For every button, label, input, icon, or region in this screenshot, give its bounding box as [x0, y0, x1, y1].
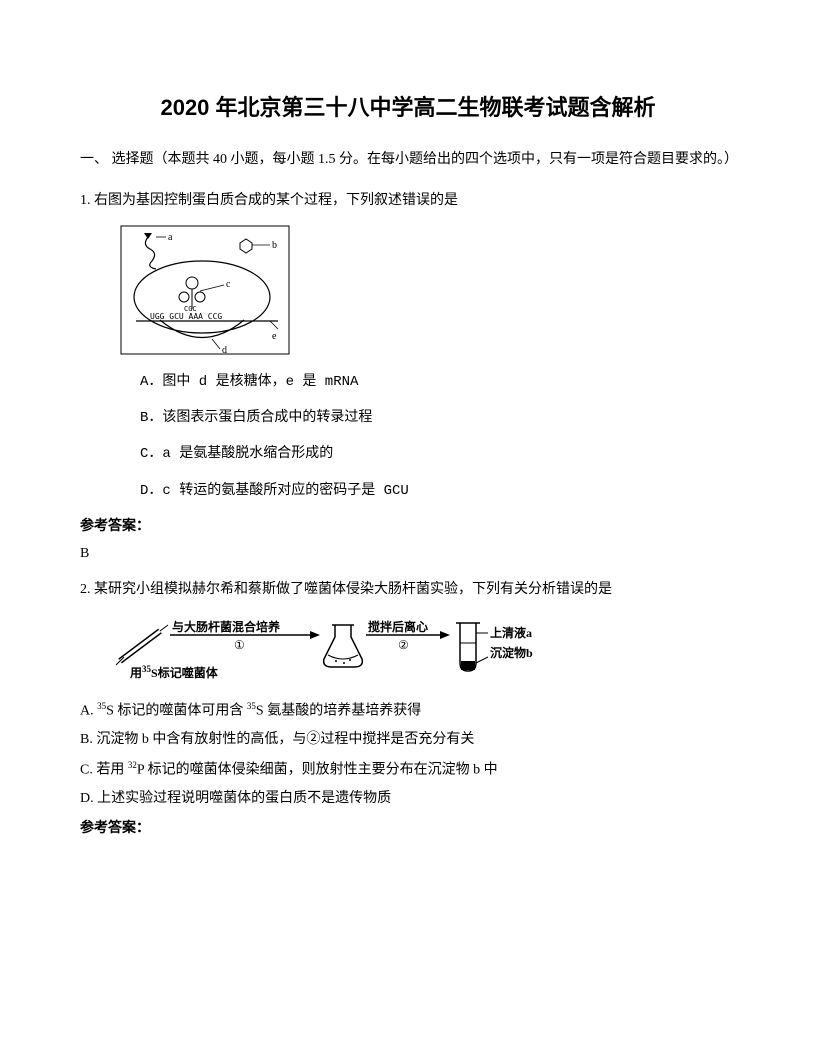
label-d: d: [222, 345, 227, 355]
q2-option-a: A. 35S 标记的噬菌体可用含 35S 氨基酸的培养基培养获得: [80, 699, 736, 723]
q1-text: 1. 右图为基因控制蛋白质合成的某个过程，下列叙述错误的是: [80, 190, 736, 212]
q2-fig-label-mid: 搅拌后离心: [368, 619, 428, 634]
label-a: a: [168, 232, 173, 243]
q2-fig-label-bottom: 用35S标记噬菌体: [129, 664, 219, 680]
svg-text:CGC: CGC: [184, 305, 197, 313]
codon-text: UGG GCU AAA CCG: [150, 312, 222, 321]
q2-option-b: B. 沉淀物 b 中含有放射性的高低，与②过程中搅拌是否充分有关: [80, 729, 736, 751]
q2-fig-label-r2: 沉淀物b: [490, 645, 533, 660]
question-2: 2. 某研究小组模拟赫尔希和蔡斯做了噬菌体侵染大肠杆菌实验，下列有关分析错误的是…: [80, 579, 736, 841]
page-title: 2020 年北京第三十八中学高二生物联考试题含解析: [80, 90, 736, 125]
q1-option-a: A．图中 d 是核糖体，e 是 mRNA: [140, 371, 736, 393]
section-1-header: 一、 选择题（本题共 40 小题，每小题 1.5 分。在每小题给出的四个选项中，…: [80, 149, 736, 170]
q2-fig-circ2: ②: [398, 638, 409, 652]
q2-fig-label-r1: 上清液a: [490, 625, 532, 640]
q1-figure: UGG GCU AAA CCG CGC a b c d e: [120, 225, 736, 355]
q2-fig-label-top: 与大肠杆菌混合培养: [172, 619, 280, 634]
q2-option-c: C. 若用 32P 标记的噬菌体侵染细菌，则放射性主要分布在沉淀物 b 中: [80, 758, 736, 782]
q2-option-d: D. 上述实验过程说明噬菌体的蛋白质不是遗传物质: [80, 788, 736, 810]
label-e: e: [272, 331, 277, 342]
q2-answer-label: 参考答案：: [80, 818, 736, 840]
q1-answer-label: 参考答案：: [80, 516, 736, 538]
q2-figure: 与大肠杆菌混合培养 ① 用35S标记噬菌体 搅拌后离心 ② 上清液a: [110, 613, 736, 683]
q2-text: 2. 某研究小组模拟赫尔希和蔡斯做了噬菌体侵染大肠杆菌实验，下列有关分析错误的是: [80, 579, 736, 601]
q1-option-b: B．该图表示蛋白质合成中的转录过程: [140, 407, 736, 429]
question-1: 1. 右图为基因控制蛋白质合成的某个过程，下列叙述错误的是 UGG GCU AA…: [80, 190, 736, 565]
q1-option-d: D．c 转运的氨基酸所对应的密码子是 GCU: [140, 480, 736, 502]
label-c: c: [226, 279, 231, 290]
q2-fig-circ1: ①: [234, 638, 245, 652]
q1-option-c: C．a 是氨基酸脱水缩合形成的: [140, 443, 736, 465]
label-b: b: [272, 240, 277, 251]
q1-answer: B: [80, 543, 736, 565]
